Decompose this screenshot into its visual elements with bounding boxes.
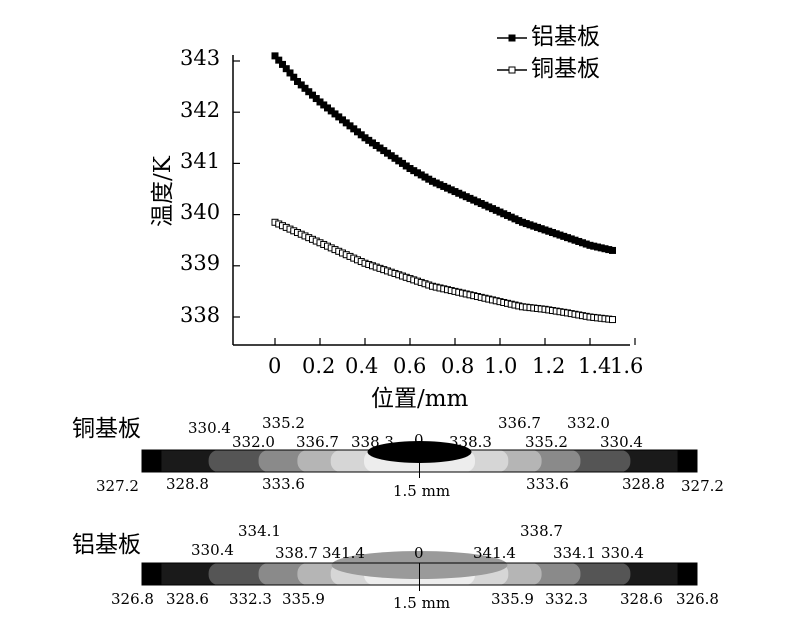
series-line [274, 55, 613, 252]
plot-axes [232, 55, 630, 346]
aluminum-bottom-label: 335.9 [282, 590, 325, 608]
aluminum-bottom-label: 326.8 [676, 590, 719, 608]
copper-bottom-label: 328.8 [622, 475, 665, 493]
aluminum-strip-title: 铝基板 [72, 532, 141, 558]
x-tick-label: 1.2 [532, 354, 566, 378]
aluminum-top-label: 334.1 [553, 544, 596, 562]
aluminum-top-label: 338.7 [520, 522, 563, 540]
copper-top-label: 332.0 [567, 414, 610, 432]
copper-top-label: 336.7 [498, 414, 541, 432]
aluminum-top-label: 341.4 [322, 544, 365, 562]
legend [497, 34, 527, 74]
aluminum-temperature-strip [141, 551, 698, 591]
y-tick-label: 342 [180, 98, 221, 122]
legend-label-series-1: 铝基板 [531, 24, 600, 50]
x-tick-label: 1.6 [610, 354, 644, 378]
x-tick-label: 0.4 [345, 354, 379, 378]
x-tick-label: 0 [268, 354, 282, 378]
copper-top-label: 338.3 [351, 433, 394, 451]
y-tick-label: 341 [180, 149, 221, 173]
aluminum-top-label: 341.4 [473, 544, 516, 562]
data-point [282, 65, 290, 73]
legend-marker-series-2 [508, 66, 516, 74]
data-point [290, 73, 298, 81]
copper-top-label: 330.4 [600, 433, 643, 451]
x-tick-label: 0.8 [441, 354, 475, 378]
tick-marks [233, 60, 636, 345]
data-point [279, 60, 286, 68]
copper-top-label: 336.7 [296, 433, 339, 451]
data-point [275, 56, 283, 64]
aluminum-bottom-label: 332.3 [545, 590, 588, 608]
copper-strip-title: 铜基板 [72, 416, 141, 442]
data-point [609, 316, 616, 324]
copper-bottom-label: 333.6 [526, 475, 569, 493]
copper-top-label: 335.2 [525, 433, 568, 451]
copper-top-label: 335.2 [262, 414, 305, 432]
copper-temperature-strip [141, 441, 698, 478]
data-point [609, 246, 616, 254]
aluminum-top-label: 330.4 [191, 541, 234, 559]
copper-bottom-label: 327.2 [96, 477, 139, 495]
aluminum-top-label: 334.1 [238, 522, 281, 540]
copper-bottom-label: 328.8 [166, 475, 209, 493]
aluminum-bottom-label: 332.3 [229, 590, 272, 608]
aluminum-bottom-label: 335.9 [491, 590, 534, 608]
copper-bottom-label: 333.6 [262, 475, 305, 493]
y-axis-label: 温度/K [149, 156, 176, 227]
x-tick-label: 1.4 [578, 354, 612, 378]
y-tick-label: 343 [180, 46, 221, 70]
aluminum-bottom-label: 328.6 [166, 590, 209, 608]
y-tick-label: 339 [180, 251, 221, 275]
aluminum-top-label: 338.7 [275, 544, 318, 562]
y-tick-label: 340 [180, 200, 221, 224]
data-point [271, 52, 279, 60]
aluminum-bottom-label: 326.8 [111, 590, 154, 608]
data-point [286, 69, 294, 77]
x-tick-label: 0.2 [302, 354, 336, 378]
y-tick-label: 338 [180, 303, 221, 327]
copper-bottom-label: 327.2 [681, 477, 724, 495]
series-layer [271, 52, 616, 324]
x-tick-label: 1.0 [484, 354, 518, 378]
copper-scale-label: 1.5 mm [393, 482, 451, 500]
aluminum-scale-label: 1.5 mm [393, 594, 451, 612]
aluminum-bottom-label: 328.6 [620, 590, 663, 608]
x-tick-label: 0.6 [393, 354, 427, 378]
legend-label-series-2: 铜基板 [531, 56, 600, 82]
copper-center-label: 0 [414, 431, 424, 449]
copper-top-label: 330.4 [188, 419, 231, 437]
series-2 [271, 218, 616, 324]
copper-top-label: 338.3 [449, 433, 492, 451]
legend-marker-series-1 [508, 34, 516, 42]
aluminum-top-label: 330.4 [601, 544, 644, 562]
series-1 [271, 52, 616, 254]
x-axis-label: 位置/mm [371, 386, 469, 412]
aluminum-center-label: 0 [414, 544, 424, 562]
copper-top-label: 332.0 [232, 433, 275, 451]
